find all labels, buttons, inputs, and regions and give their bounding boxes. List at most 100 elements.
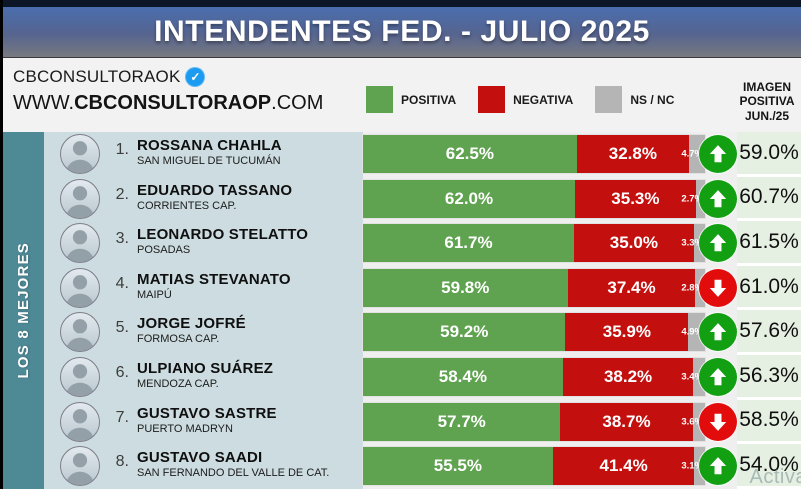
positive-segment: 61.7% xyxy=(363,224,574,263)
top-dark-strip xyxy=(3,0,801,7)
mayor-info: ULPIANO SUÁREZ MENDOZA CAP. xyxy=(137,360,273,390)
ranking-row: 3. LEONARDO STELATTO POSADAS 61.7% 35.0% 3.3% xyxy=(3,221,737,266)
positive-segment: 55.5% xyxy=(363,447,553,486)
mayor-photo xyxy=(60,312,100,353)
mayor-info: GUSTAVO SAADI SAN FERNANDO DEL VALLE DE C… xyxy=(137,449,329,479)
positive-segment: 62.5% xyxy=(363,135,577,173)
trend-up-icon xyxy=(699,224,737,263)
legend-label: NS / NC xyxy=(630,92,675,107)
rank-label: 4. xyxy=(115,274,129,292)
mayor-info: LEONARDO STELATTO POSADAS xyxy=(137,226,308,256)
brand-block: CBCONSULTORAOK ✓ WWW.CBCONSULTORAOP.COM xyxy=(13,67,323,115)
legend-item-positiva: POSITIVA xyxy=(366,86,456,113)
ranking-row: 4. MATIAS STEVANATO MAIPÚ 59.8% 37.4% 2.8% xyxy=(3,266,737,311)
rank-label: 8. xyxy=(115,453,129,471)
page-title: INTENDENTES FED. - JULIO 2025 xyxy=(154,15,650,48)
sidebar-los-8-mejores: LOS 8 MEJORES xyxy=(3,132,44,489)
approval-bar: 62.5% 32.8% 4.7% xyxy=(363,135,705,173)
right-header-line: IMAGEN xyxy=(743,80,791,94)
mayor-name: EDUARDO TASSANO xyxy=(137,181,293,199)
legend-item-negativa: NEGATIVA xyxy=(478,86,573,113)
mayor-name: ULPIANO SUÁREZ xyxy=(137,360,274,377)
right-header-line: JUN./25 xyxy=(744,108,790,123)
mayor-photo xyxy=(60,223,100,264)
legend-item-nsnc: NS / NC xyxy=(595,86,674,113)
mayor-photo xyxy=(60,401,100,442)
negative-segment: 35.0% xyxy=(574,224,694,263)
legend-label: NEGATIVA xyxy=(513,92,574,107)
approval-bar: 57.7% 38.7% 3.6% xyxy=(363,402,705,441)
positive-segment: 58.4% xyxy=(363,358,563,396)
negativa-swatch-icon xyxy=(478,86,506,113)
mayor-name: GUSTAVO SASTRE xyxy=(137,404,277,422)
mayor-info: ROSSANA CHAHLA SAN MIGUEL DE TUCUMÁN xyxy=(137,137,282,167)
ranking-row: 8. GUSTAVO SAADI SAN FERNANDO DEL VALLE DE… xyxy=(3,444,737,489)
rank-label: 3. xyxy=(115,230,129,248)
imagen-jun-cell: 61.0% xyxy=(737,265,801,308)
ranking-row: 6. ULPIANO SUÁREZ MENDOZA CAP. 58.4% 38.2% 3.… xyxy=(3,355,737,400)
brand-name-line: CBCONSULTORAOK ✓ xyxy=(13,67,323,87)
brand-name: CBCONSULTORAOK xyxy=(13,67,181,86)
trend-down-icon xyxy=(699,402,737,441)
nsnc-value-label: 3.3% xyxy=(681,237,703,249)
approval-bar: 61.7% 35.0% 3.3% xyxy=(363,224,705,263)
mayor-photo xyxy=(60,134,100,174)
right-header-line: POSITIVA xyxy=(739,94,795,109)
ranking-row: 1. ROSSANA CHAHLA SAN MIGUEL DE TUCUMÁN 62.… xyxy=(3,132,737,177)
imagen-jun-cell: 61.5% xyxy=(737,221,801,263)
mayor-photo xyxy=(60,178,100,219)
nsnc-value-label: 3.1% xyxy=(681,460,703,472)
mayor-name: MATIAS STEVANATO xyxy=(137,270,291,288)
district-label: MAIPÚ xyxy=(137,288,172,301)
imagen-jun-cell: 60.7% xyxy=(737,176,801,219)
legend-label: POSITIVA xyxy=(401,92,457,107)
imagen-jun-cell: 56.3% xyxy=(737,354,801,397)
nsnc-value-label: 2.7% xyxy=(681,193,703,205)
mayor-info: EDUARDO TASSANO CORRIENTES CAP. xyxy=(137,182,292,212)
trend-up-icon xyxy=(699,135,737,173)
mayor-name: GUSTAVO SAADI xyxy=(137,449,263,467)
trend-up-icon xyxy=(699,179,737,218)
trend-up-icon xyxy=(699,358,737,396)
windows-activation-watermark: Activa xyxy=(749,466,801,488)
district-label: MENDOZA CAP. xyxy=(137,378,219,390)
district-label: FORMOSA CAP. xyxy=(137,333,220,346)
approval-bar: 62.0% 35.3% 2.7% xyxy=(363,179,705,218)
negative-segment: 35.3% xyxy=(575,179,696,218)
approval-bar: 59.2% 35.9% 4.9% xyxy=(363,313,705,352)
negative-segment: 35.9% xyxy=(565,313,689,352)
imagen-jun-cell: 58.5% xyxy=(737,399,801,442)
nsnc-value-label: 3.6% xyxy=(681,416,703,428)
ranking-row: 5. JORGE JOFRÉ FORMOSA CAP. 59.2% 35.9% 4.9% xyxy=(3,310,737,355)
positive-segment: 59.2% xyxy=(363,313,566,352)
negative-segment: 38.2% xyxy=(562,358,694,396)
district-label: SAN MIGUEL DE TUCUMÁN xyxy=(137,155,281,167)
rank-label: 1. xyxy=(115,141,129,158)
district-label: PUERTO MADRYN xyxy=(137,422,233,435)
negative-segment: 38.7% xyxy=(560,402,693,441)
brand-url-suffix: .COM xyxy=(271,92,324,114)
rank-label: 7. xyxy=(115,408,129,426)
imagen-positiva-column-header: IMAGEN POSITIVA JUN./25 xyxy=(733,80,801,123)
rank-label: 5. xyxy=(115,319,129,337)
mayor-photo xyxy=(60,267,100,308)
imagen-jun-cell: 59.0% xyxy=(737,132,801,174)
district-label: SAN FERNANDO DEL VALLE DE CAT. xyxy=(137,467,330,480)
trend-down-icon xyxy=(699,268,737,307)
ranking-area: LOS 8 MEJORES 59.0% 60.7% 61.5% 61.0% 57.6% 5… xyxy=(3,132,801,489)
nsnc-value-label: 4.9% xyxy=(681,326,703,338)
ranking-row: 7. GUSTAVO SASTRE PUERTO MADRYN 57.7% 38.7% 3… xyxy=(3,400,737,445)
verified-badge-icon: ✓ xyxy=(186,68,205,86)
positive-segment: 59.8% xyxy=(363,268,568,307)
brand-url-domain: CBCONSULTORAOP xyxy=(74,92,272,114)
mayor-info: MATIAS STEVANATO MAIPÚ xyxy=(137,271,291,301)
mayor-photo xyxy=(60,357,100,397)
positive-segment: 62.0% xyxy=(363,179,576,218)
negative-segment: 37.4% xyxy=(567,268,696,307)
negative-segment: 41.4% xyxy=(552,447,695,486)
imagen-jun-cell: 54.0% xyxy=(737,444,801,486)
nsnc-value-label: 2.8% xyxy=(681,282,703,294)
mayor-info: JORGE JOFRÉ FORMOSA CAP. xyxy=(137,315,246,345)
district-label: CORRIENTES CAP. xyxy=(137,199,237,212)
district-label: POSADAS xyxy=(137,244,191,257)
